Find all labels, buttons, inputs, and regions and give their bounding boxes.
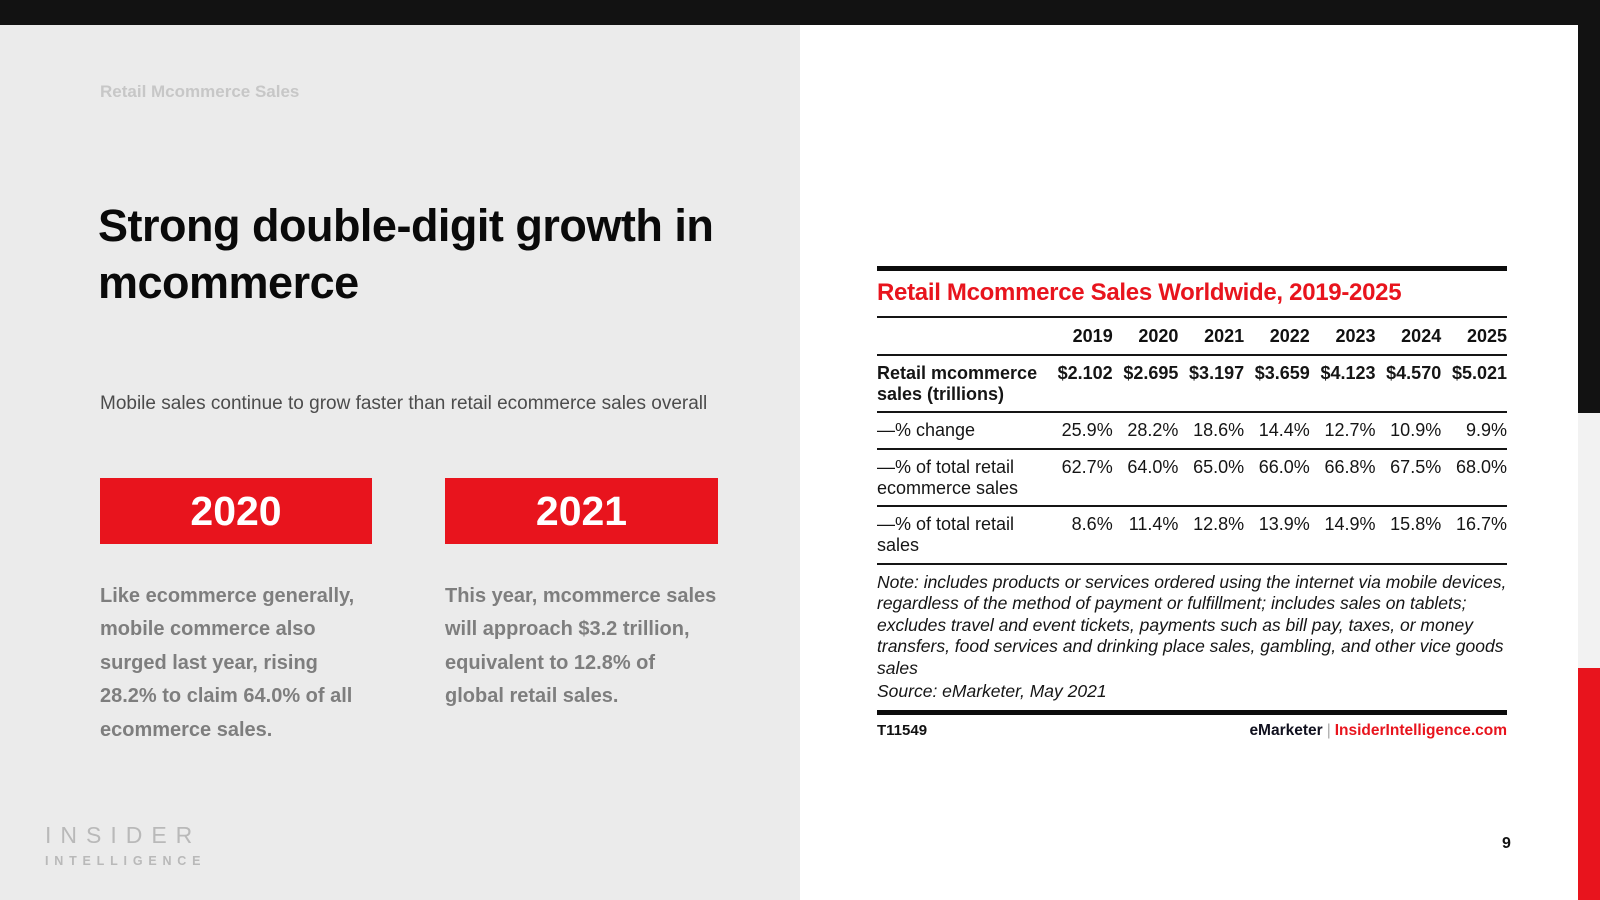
edge-strip-gray bbox=[1578, 413, 1600, 668]
footer-separator: | bbox=[1326, 722, 1331, 740]
year-column-header: 2025 bbox=[1441, 318, 1507, 356]
insider-intelligence-logo: INSIDER INTELLIGENCE bbox=[45, 822, 206, 868]
logo-line2: INTELLIGENCE bbox=[45, 854, 207, 868]
year-column-header: 2020 bbox=[1112, 318, 1179, 356]
cell-value: $3.659 bbox=[1254, 363, 1310, 383]
cell-value: 8.6% bbox=[1071, 514, 1113, 535]
table-row: Retail mcommerce sales (trillions) $2.102… bbox=[877, 355, 1507, 413]
insider-intelligence-link[interactable]: InsiderIntelligence.com bbox=[1334, 722, 1507, 740]
figure-id: T11549 bbox=[877, 722, 928, 740]
cell-value: 14.9% bbox=[1324, 514, 1376, 535]
cell-value: $4.123 bbox=[1320, 363, 1376, 383]
top-black-bar bbox=[0, 0, 1600, 25]
cell-value: $4.570 bbox=[1386, 363, 1442, 383]
figure-bottom-rule bbox=[877, 710, 1507, 716]
figure-top-rule bbox=[877, 266, 1507, 271]
callout-2020-text: Like ecommerce generally, mobile commerc… bbox=[100, 585, 355, 741]
cell-value: 13.9% bbox=[1258, 514, 1310, 535]
year-banner-2021: 2021 bbox=[445, 478, 718, 544]
year-column-header: 2022 bbox=[1244, 318, 1310, 356]
callout-2021: 2021 This year, mcommerce sales will app… bbox=[445, 478, 718, 747]
slide-subtitle: Mobile sales continue to grow faster tha… bbox=[100, 393, 708, 414]
cell-value: $5.021 bbox=[1451, 363, 1507, 383]
row-label: Retail mcommerce sales (trillions) bbox=[877, 363, 1038, 405]
cell-value: 10.9% bbox=[1390, 420, 1442, 441]
table-row: —% change 25.9% 28.2% 18.6% 14.4% 12.7% 10.9% 9… bbox=[877, 412, 1507, 449]
row-label: —% of total retail sales bbox=[877, 514, 1015, 556]
table-row: —% of total retail ecommerce sales 62.7% 6… bbox=[877, 449, 1507, 507]
logo-line1: INSIDER bbox=[45, 822, 202, 848]
cell-value: 16.7% bbox=[1455, 514, 1507, 535]
section-eyebrow-label: Retail Mcommerce Sales bbox=[100, 82, 300, 101]
year-banner-2020: 2020 bbox=[100, 478, 372, 544]
year-column-header: 2024 bbox=[1375, 318, 1442, 356]
row-label: —% of total retail ecommerce sales bbox=[877, 456, 1019, 498]
row-label: —% change bbox=[877, 420, 976, 441]
slide-title: Strong double-digit growth in mcommerce bbox=[98, 200, 714, 309]
stats-table: 2019 2020 2021 2022 2023 2024 2025 Retail mcom… bbox=[877, 318, 1507, 565]
cell-value: $2.695 bbox=[1123, 363, 1179, 383]
year-column-header: 2023 bbox=[1309, 318, 1376, 356]
cell-value: 64.0% bbox=[1127, 456, 1179, 477]
callout-2021-text: This year, mcommerce sales will approach… bbox=[445, 585, 717, 708]
edge-strip-red bbox=[1578, 668, 1600, 900]
edge-strip-black bbox=[1578, 0, 1600, 413]
emarketer-brand: eMarketer bbox=[1249, 722, 1323, 740]
mcommerce-table-figure: Retail Mcommerce Sales Worldwide, 2019-2… bbox=[877, 266, 1507, 740]
table-header-row: 2019 2020 2021 2022 2023 2024 2025 bbox=[877, 318, 1507, 356]
cell-value: 67.5% bbox=[1390, 456, 1442, 477]
cell-value: 14.4% bbox=[1258, 420, 1310, 441]
cell-value: 66.8% bbox=[1324, 456, 1376, 477]
left-panel: Retail Mcommerce Sales Strong double-dig… bbox=[0, 25, 800, 900]
year-column-header: 2019 bbox=[1047, 318, 1113, 356]
label-column-header bbox=[877, 318, 1047, 356]
cell-value: 12.8% bbox=[1193, 514, 1245, 535]
year-callouts: 2020 Like ecommerce generally, mobile co… bbox=[100, 478, 718, 747]
figure-note: Note: includes products or services orde… bbox=[877, 571, 1507, 678]
cell-value: 62.7% bbox=[1061, 456, 1113, 477]
cell-value: 65.0% bbox=[1193, 456, 1245, 477]
cell-value: 11.4% bbox=[1128, 514, 1179, 535]
year-column-header: 2021 bbox=[1178, 318, 1245, 356]
cell-value: 18.6% bbox=[1193, 420, 1245, 441]
cell-value: $2.102 bbox=[1057, 363, 1113, 383]
page-number: 9 bbox=[1502, 835, 1511, 852]
cell-value: 66.0% bbox=[1258, 456, 1310, 477]
figure-footer: T11549 eMarketer | InsiderIntelligence.com bbox=[877, 722, 1507, 740]
callout-2020: 2020 Like ecommerce generally, mobile co… bbox=[100, 478, 372, 747]
cell-value: 12.7% bbox=[1324, 420, 1376, 441]
figure-title: Retail Mcommerce Sales Worldwide, 2019-2… bbox=[877, 271, 1507, 318]
cell-value: 9.9% bbox=[1465, 420, 1507, 441]
figure-brandline: eMarketer | InsiderIntelligence.com bbox=[1249, 722, 1507, 740]
cell-value: 68.0% bbox=[1455, 456, 1507, 477]
table-row: —% of total retail sales 8.6% 11.4% 12.8% 13… bbox=[877, 506, 1507, 564]
figure-source: Source: eMarketer, May 2021 bbox=[877, 681, 1107, 702]
cell-value: $3.197 bbox=[1189, 363, 1245, 383]
cell-value: 15.8% bbox=[1390, 514, 1442, 535]
cell-value: 28.2% bbox=[1127, 420, 1179, 441]
cell-value: 25.9% bbox=[1061, 420, 1113, 441]
